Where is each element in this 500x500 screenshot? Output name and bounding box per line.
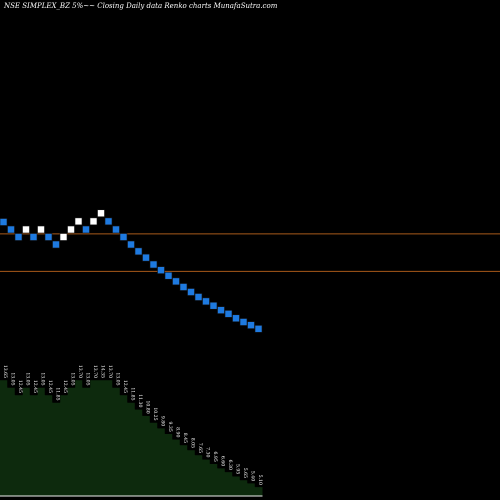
renko-brick xyxy=(142,253,150,262)
brick-value-label: 8.05 xyxy=(190,438,196,448)
renko-brick xyxy=(59,233,68,241)
renko-brick xyxy=(127,240,135,249)
renko-brick xyxy=(89,217,98,226)
brick-value-label: 7.65 xyxy=(197,443,203,453)
brick-value-label: 13.70 xyxy=(77,365,83,378)
reference-lines xyxy=(0,233,500,272)
brick-value-label: 6.60 xyxy=(220,456,226,466)
brick-value-label: 5.65 xyxy=(242,468,248,478)
renko-brick xyxy=(164,271,173,280)
brick-value-label: 13.05 xyxy=(25,372,31,385)
renko-brick xyxy=(0,218,8,226)
brick-value-label: 13.70 xyxy=(92,365,98,378)
renko-bricks xyxy=(0,209,263,333)
brick-value-label: 6.95 xyxy=(212,452,218,462)
renko-brick xyxy=(202,297,210,306)
brick-value-label: 6.30 xyxy=(227,460,233,470)
renko-brick xyxy=(112,225,120,234)
renko-brick xyxy=(157,266,165,274)
brick-value-label: 13.05 xyxy=(40,372,46,385)
brick-value-label: 7.30 xyxy=(205,447,211,457)
renko-brick xyxy=(67,225,75,234)
brick-value-label: 10.80 xyxy=(145,400,151,413)
brick-value-label: 12.45 xyxy=(32,380,38,393)
renko-brick xyxy=(97,209,105,218)
brick-value-label: 13.05 xyxy=(10,372,16,385)
brick-value-label: 9.35 xyxy=(167,422,173,432)
brick-value-label: 5.40 xyxy=(250,471,256,481)
renko-brick xyxy=(232,314,240,323)
renko-brick xyxy=(187,288,195,296)
renko-brick xyxy=(74,217,83,226)
renko-brick xyxy=(7,225,15,234)
brick-value-label: 11.30 xyxy=(137,394,143,407)
volume-fill xyxy=(0,380,263,496)
renko-brick xyxy=(149,260,158,269)
renko-brick xyxy=(134,247,143,256)
brick-value-label: 12.45 xyxy=(62,380,68,393)
renko-brick xyxy=(82,225,90,234)
brick-value-label: 14.35 xyxy=(100,365,106,378)
brick-value-label: 13.05 xyxy=(115,372,121,385)
renko-brick xyxy=(172,277,180,286)
volume-area xyxy=(0,379,263,497)
chart-title: NSE SIMPLEX_BZ 5%~~ Closing Daily data R… xyxy=(3,2,278,10)
brick-value-label: 8.90 xyxy=(175,427,181,437)
brick-value-label: 9.80 xyxy=(160,416,166,426)
brick-value-label: 12.45 xyxy=(122,380,128,393)
renko-brick xyxy=(254,325,263,333)
renko-brick xyxy=(44,233,53,241)
renko-brick xyxy=(209,301,218,310)
renko-brick xyxy=(217,306,225,314)
volume-edge xyxy=(0,379,263,488)
brick-value-label: 10.25 xyxy=(152,407,158,420)
brick-value-labels: 13.6513.0512.4513.0512.4513.0512.4511.85… xyxy=(2,365,263,485)
brick-value-label: 8.45 xyxy=(182,433,188,443)
brick-value-label: 11.85 xyxy=(55,387,61,400)
renko-brick xyxy=(37,225,45,234)
brick-value-label: 11.85 xyxy=(130,387,136,400)
renko-brick xyxy=(29,233,38,241)
renko-brick xyxy=(194,293,203,301)
renko-brick xyxy=(247,321,255,329)
renko-brick xyxy=(224,310,233,318)
renko-brick xyxy=(239,318,248,326)
renko-brick xyxy=(22,225,30,234)
renko-brick xyxy=(119,233,128,241)
renko-brick xyxy=(104,217,113,226)
brick-value-label: 13.05 xyxy=(70,372,76,385)
brick-value-label: 5.95 xyxy=(235,464,241,474)
renko-brick xyxy=(179,283,188,291)
brick-value-label: 12.45 xyxy=(17,380,23,393)
brick-value-label: 13.70 xyxy=(107,365,113,378)
brick-value-label: 12.45 xyxy=(47,380,53,393)
brick-value-label: 13.65 xyxy=(2,365,8,378)
renko-brick xyxy=(52,240,60,249)
brick-value-label: 5.10 xyxy=(257,475,263,485)
brick-value-label: 13.05 xyxy=(85,372,91,385)
renko-brick xyxy=(14,233,23,241)
